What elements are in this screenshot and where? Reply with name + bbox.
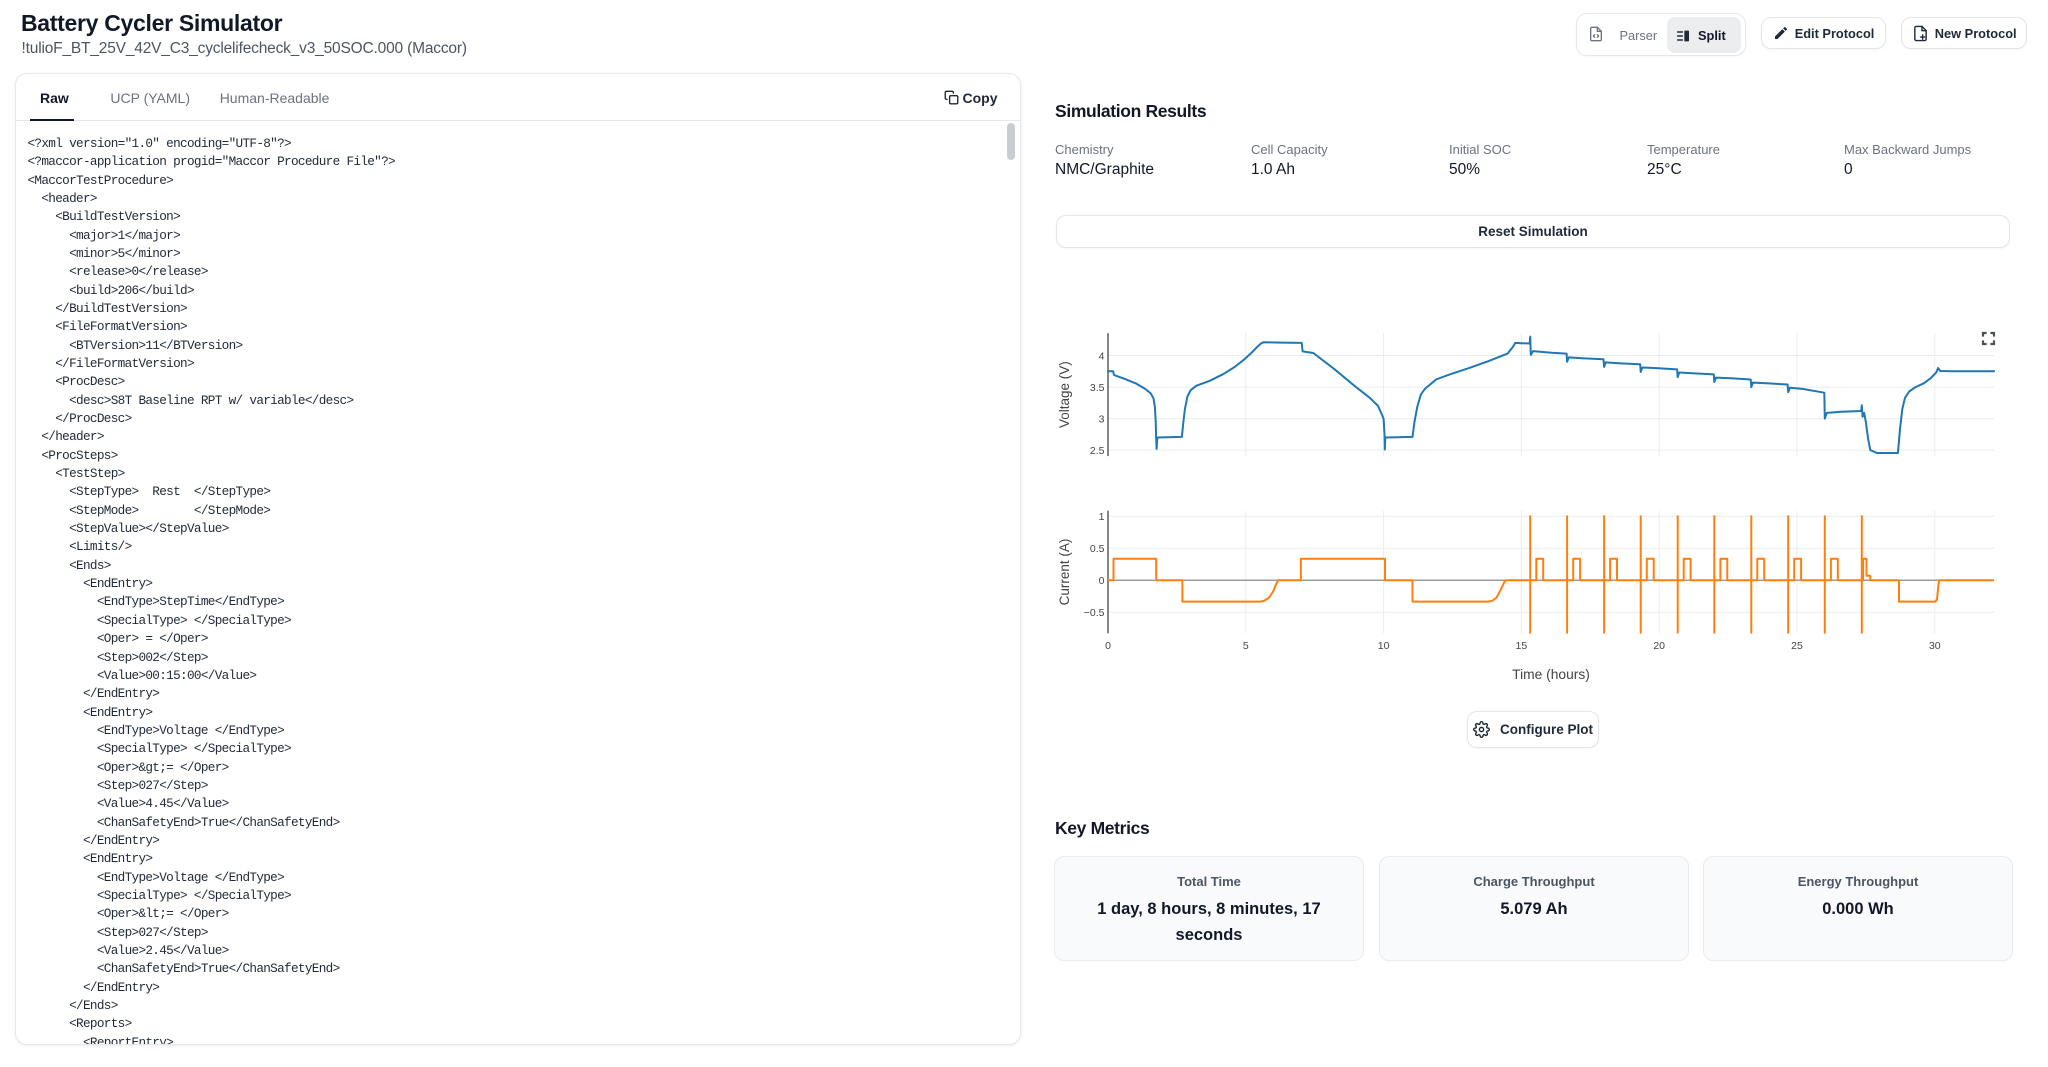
svg-text:Current (A): Current (A) bbox=[1057, 539, 1072, 606]
svg-text:−0.5: −0.5 bbox=[1084, 607, 1105, 619]
svg-text:Time (hours): Time (hours) bbox=[1512, 667, 1590, 682]
svg-text:4: 4 bbox=[1099, 351, 1105, 363]
svg-text:0: 0 bbox=[1099, 575, 1105, 587]
svg-text:10: 10 bbox=[1378, 640, 1390, 652]
svg-text:25: 25 bbox=[1791, 640, 1803, 652]
svg-text:Voltage (V): Voltage (V) bbox=[1057, 361, 1072, 428]
svg-text:5: 5 bbox=[1243, 640, 1249, 652]
svg-text:0: 0 bbox=[1105, 640, 1111, 652]
svg-text:20: 20 bbox=[1653, 640, 1665, 652]
svg-text:0.5: 0.5 bbox=[1090, 543, 1105, 555]
svg-text:3: 3 bbox=[1099, 414, 1105, 426]
svg-text:3.5: 3.5 bbox=[1090, 382, 1105, 394]
svg-text:30: 30 bbox=[1929, 640, 1941, 652]
svg-text:15: 15 bbox=[1516, 640, 1528, 652]
svg-text:2.5: 2.5 bbox=[1090, 445, 1105, 457]
svg-text:1: 1 bbox=[1099, 511, 1105, 523]
